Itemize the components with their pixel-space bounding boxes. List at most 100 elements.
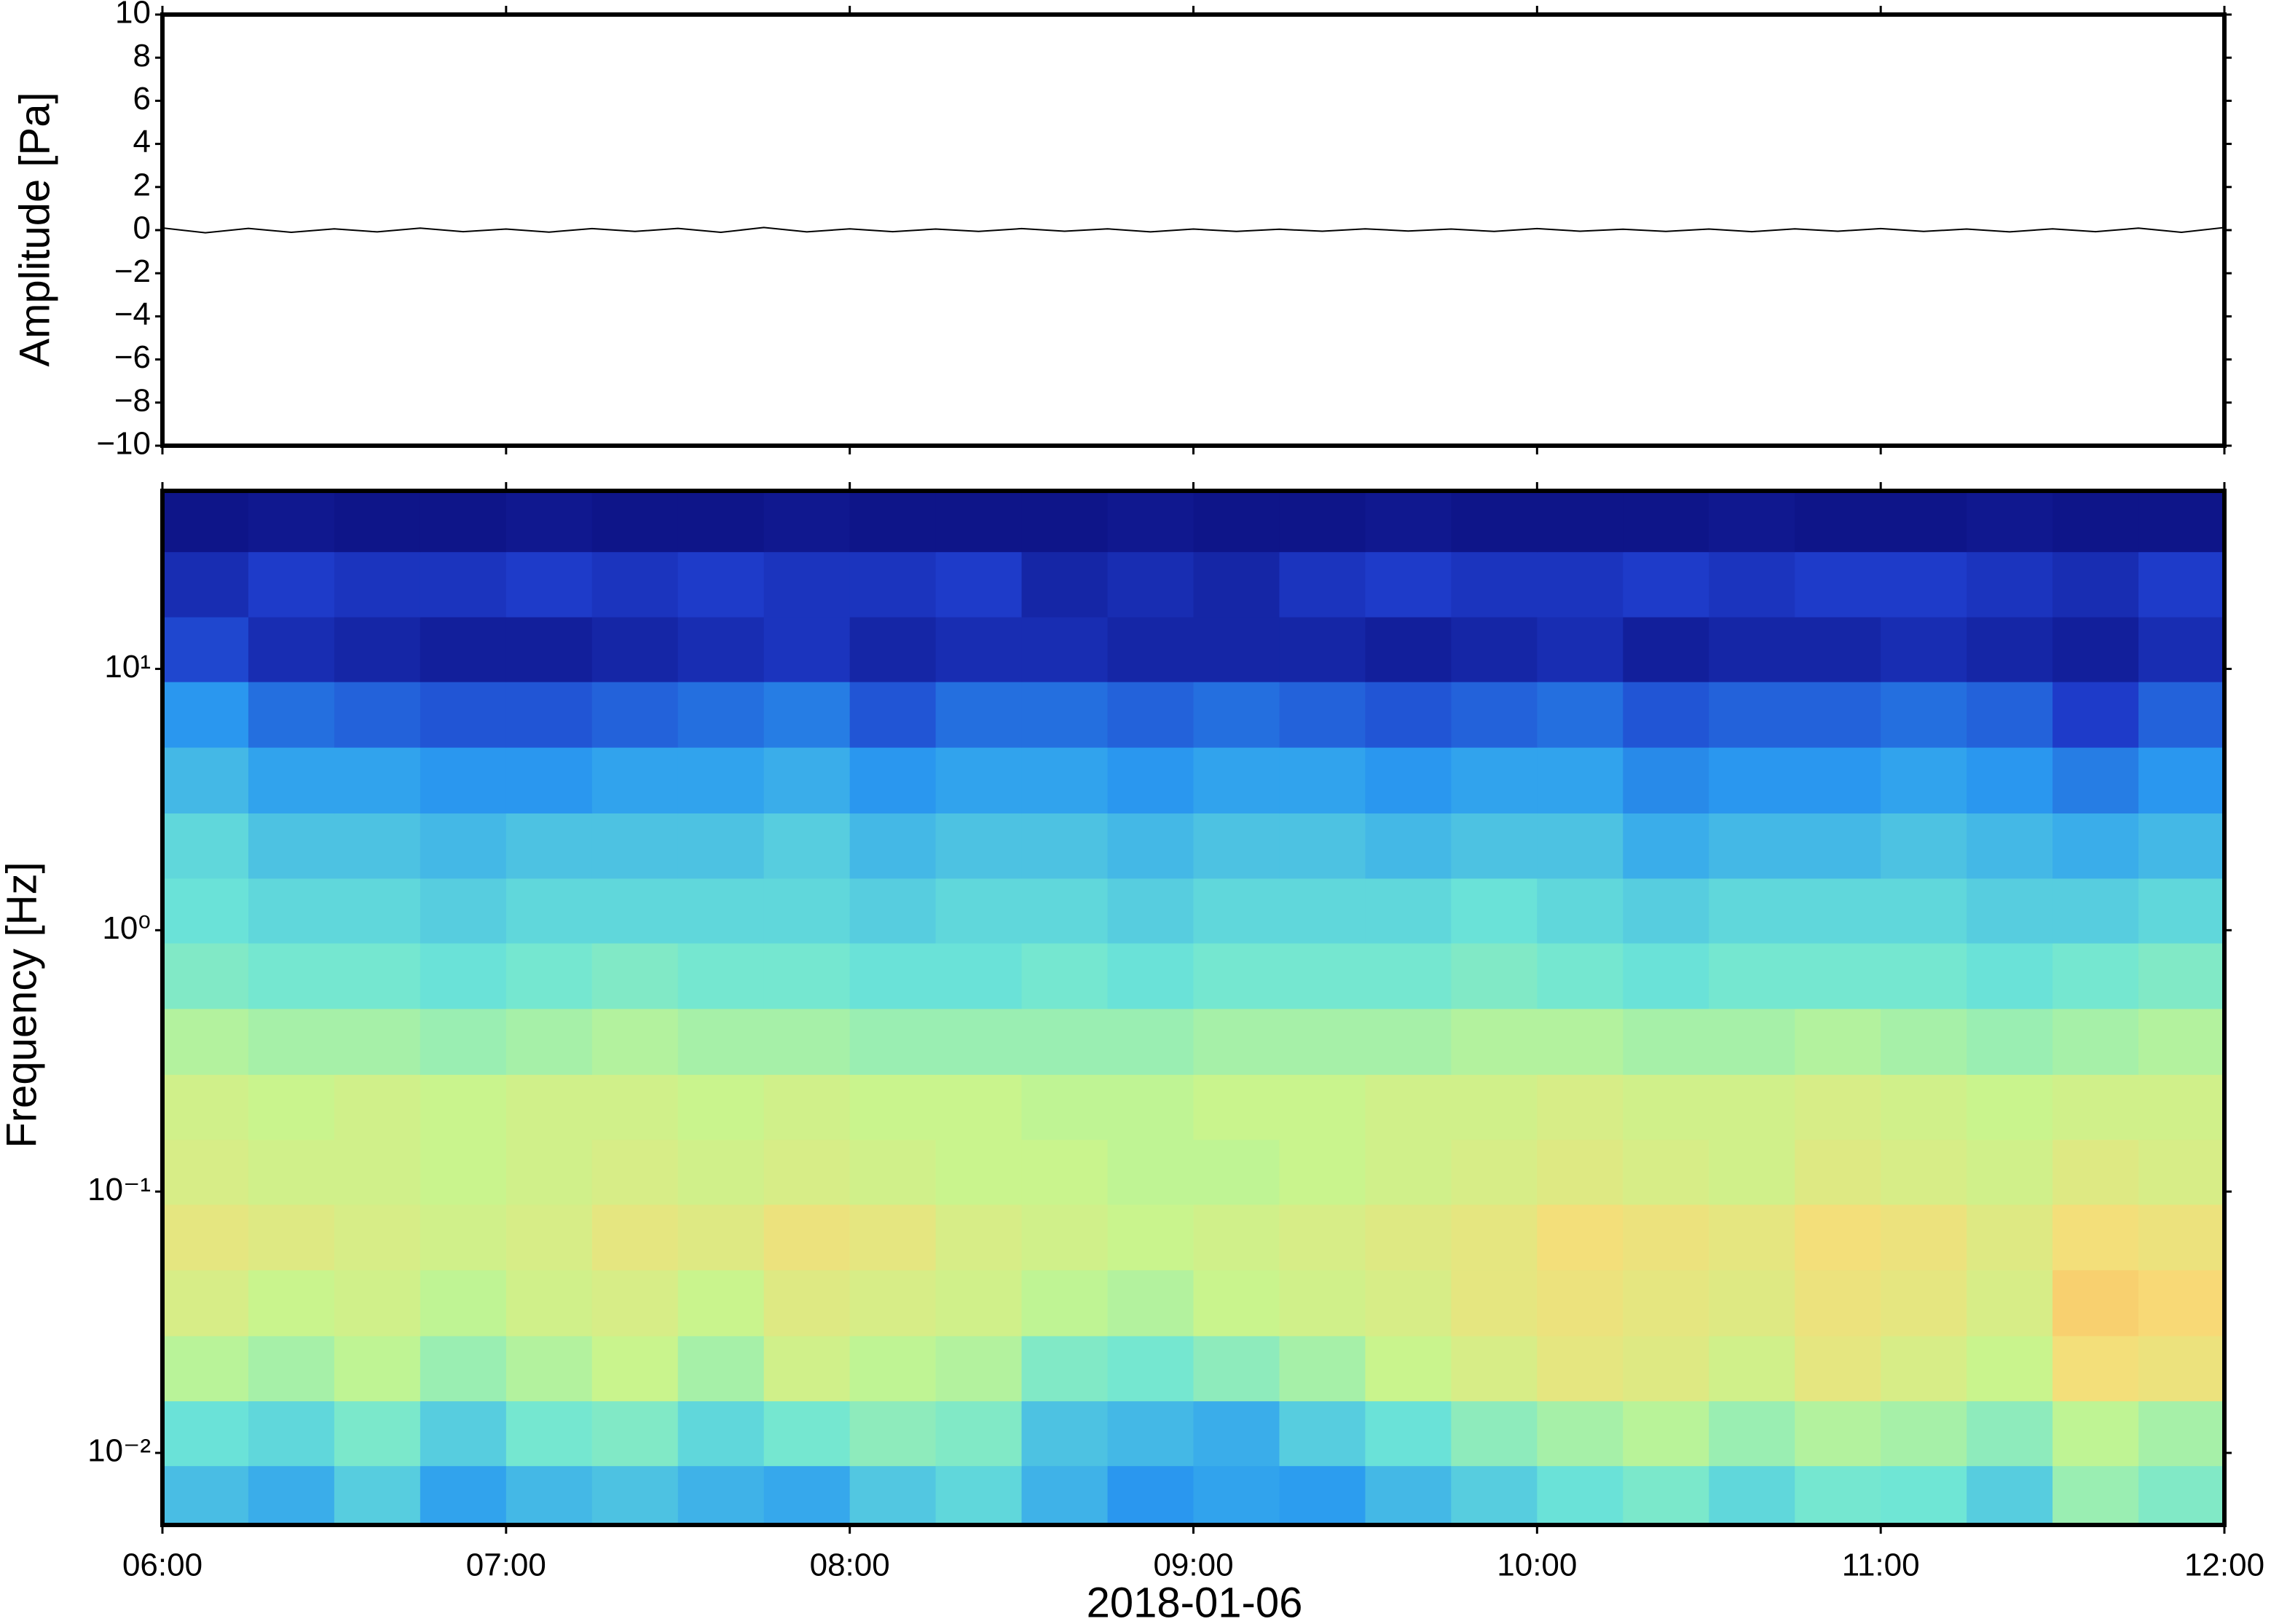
- spectrogram-cell: [1193, 878, 1280, 944]
- y-tick-label: 8: [133, 38, 151, 74]
- spectrogram-cell: [1451, 682, 1538, 748]
- spectrogram-cell: [420, 942, 507, 1009]
- spectrogram-cell: [1193, 1204, 1280, 1271]
- spectrogram-cell: [1193, 617, 1280, 682]
- spectrogram-cell: [505, 747, 593, 814]
- spectrogram-cell: [1451, 747, 1538, 814]
- spectrogram-cell: [591, 1336, 679, 1402]
- spectrogram-cell: [2138, 878, 2225, 944]
- spectrogram-cell: [2138, 1465, 2225, 1526]
- spectrogram-cell: [677, 878, 765, 944]
- spectrogram-cell: [1107, 1008, 1194, 1075]
- spectrogram-cell: [935, 1204, 1023, 1271]
- spectrogram-cell: [162, 942, 249, 1009]
- spectrogram-cell: [1279, 1269, 1366, 1336]
- spectrogram-cell: [1365, 682, 1452, 748]
- spectrogram-cell: [591, 878, 679, 944]
- spectrogram-cell: [1451, 878, 1538, 944]
- spectrogram-cell: [1623, 1336, 1709, 1402]
- spectrogram-cell: [420, 682, 507, 748]
- spectrogram-cell: [1279, 942, 1366, 1009]
- spectrogram-cell: [1623, 747, 1709, 814]
- plot-frame: [160, 12, 2227, 448]
- spectrogram-cell: [1537, 1336, 1623, 1402]
- spectrogram-cell: [677, 682, 765, 748]
- spectrogram-cell: [1107, 682, 1194, 748]
- spectrogram-cell: [1881, 551, 1967, 618]
- spectrogram-cell: [1365, 1204, 1452, 1271]
- spectrogram-cell: [505, 551, 593, 618]
- spectrogram-cell: [1709, 1074, 1795, 1140]
- spectrogram-cell: [248, 1008, 335, 1075]
- spectrogram-cell: [248, 682, 335, 748]
- spectrogram-cell: [162, 1269, 249, 1336]
- spectrogram-cell: [1279, 682, 1366, 748]
- spectrogram-cell: [849, 682, 937, 748]
- spectrogram-cell: [1193, 942, 1280, 1009]
- spectrogram-cell: [1709, 551, 1795, 618]
- spectrogram-cell: [334, 1269, 421, 1336]
- spectrogram-cell: [1193, 682, 1280, 748]
- spectrogram-cell: [505, 878, 593, 944]
- spectrogram-cell: [1795, 551, 1881, 618]
- spectrogram-cell: [763, 878, 851, 944]
- spectrogram-cell: [1279, 617, 1366, 682]
- spectrogram-cell: [1623, 491, 1709, 553]
- y-tick-label: 2: [133, 167, 151, 202]
- spectrogram-cell: [1451, 551, 1538, 618]
- spectrogram-cell: [1107, 1139, 1194, 1205]
- spectrogram-cell: [1107, 1204, 1194, 1271]
- y-tick-label: 10⁰: [102, 910, 151, 946]
- spectrogram-cell: [1107, 1074, 1194, 1140]
- spectrogram-cell: [1623, 1008, 1709, 1075]
- spectrogram-cell: [849, 491, 937, 553]
- spectrogram-cell: [763, 1074, 851, 1140]
- spectrogram-cell: [763, 1204, 851, 1271]
- y-tick-label: −8: [114, 382, 151, 418]
- spectrogram-cell: [505, 1465, 593, 1526]
- spectrogram-cell: [1107, 491, 1194, 553]
- spectrogram-cell: [420, 491, 507, 553]
- spectrogram-cell: [1795, 1074, 1881, 1140]
- y-axis-title: Amplitude [Pa]: [11, 92, 58, 366]
- spectrogram-cell: [505, 1008, 593, 1075]
- spectrogram-cell: [248, 1139, 335, 1205]
- spectrogram-cell: [591, 1465, 679, 1526]
- spectrogram-cell: [1967, 1139, 2053, 1205]
- spectrogram-cell: [1107, 1269, 1194, 1336]
- spectrogram-cell: [1537, 747, 1623, 814]
- spectrogram-cell: [2138, 617, 2225, 682]
- spectrogram-cell: [849, 813, 937, 879]
- spectrogram-cell: [1623, 551, 1709, 618]
- spectrogram-cell: [1279, 1139, 1366, 1205]
- spectrogram-cell: [1107, 551, 1194, 618]
- spectrogram-cell: [1193, 1008, 1280, 1075]
- spectrogram-cell: [763, 1400, 851, 1467]
- spectrogram-cell: [849, 617, 937, 682]
- spectrogram-cell: [1279, 878, 1366, 944]
- spectrogram-cell: [334, 491, 421, 553]
- waveform: [162, 226, 2225, 234]
- spectrogram-cell: [2138, 747, 2225, 814]
- spectrogram-cell: [1537, 551, 1623, 618]
- spectrogram-cell: [1967, 942, 2053, 1009]
- spectrogram-cell: [1623, 617, 1709, 682]
- spectrogram-cell: [1709, 878, 1795, 944]
- spectrogram-cell: [935, 551, 1023, 618]
- spectrogram-cell: [677, 942, 765, 1009]
- spectrogram-cell: [763, 1008, 851, 1075]
- spectrogram-cell: [935, 491, 1023, 553]
- spectrogram-cell: [2138, 1400, 2225, 1467]
- spectrogram-cell: [505, 1400, 593, 1467]
- spectrogram-cell: [420, 1139, 507, 1205]
- spectrogram-cell: [591, 1008, 679, 1075]
- spectrogram-cell: [591, 491, 679, 553]
- spectrogram-cell: [1365, 617, 1452, 682]
- spectrogram-cell: [591, 551, 679, 618]
- spectrogram-cell: [420, 747, 507, 814]
- spectrogram-cell: [1709, 1139, 1795, 1205]
- spectrogram-cell: [162, 1400, 249, 1467]
- spectrogram-cell: [248, 1074, 335, 1140]
- spectrogram-cell: [1279, 813, 1366, 879]
